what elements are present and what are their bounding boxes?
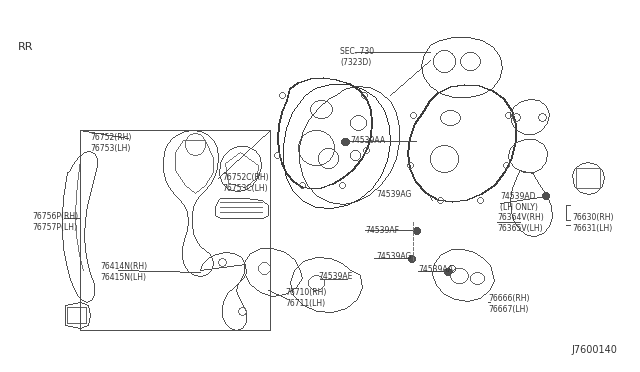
- Text: 74539AA: 74539AA: [350, 136, 385, 145]
- Text: 76414N(RH)
76415N(LH): 76414N(RH) 76415N(LH): [100, 262, 147, 282]
- Text: 74539AA: 74539AA: [418, 265, 453, 274]
- Text: RR: RR: [18, 42, 33, 52]
- Text: 76630(RH)
76631(LH): 76630(RH) 76631(LH): [572, 213, 614, 233]
- Text: J7600140: J7600140: [571, 345, 617, 355]
- Text: 76710(RH)
76711(LH): 76710(RH) 76711(LH): [285, 288, 326, 308]
- Text: 74539AD
(LH ONLY): 74539AD (LH ONLY): [500, 192, 538, 212]
- Text: 74539AE: 74539AE: [318, 272, 353, 281]
- Text: 76364V(RH)
76365V(LH): 76364V(RH) 76365V(LH): [497, 213, 544, 233]
- Text: 74539AF: 74539AF: [365, 226, 399, 235]
- Text: 74539AG: 74539AG: [376, 190, 412, 199]
- Text: 76752C(RH)
76753C(LH): 76752C(RH) 76753C(LH): [222, 173, 269, 193]
- Text: SEC. 730
(7323D): SEC. 730 (7323D): [340, 47, 374, 67]
- Text: 74539AG: 74539AG: [376, 252, 412, 261]
- Text: 76666(RH)
76667(LH): 76666(RH) 76667(LH): [488, 294, 529, 314]
- Text: 76752(RH)
76753(LH): 76752(RH) 76753(LH): [90, 133, 131, 153]
- Text: 76756P(RH)
76757P(LH): 76756P(RH) 76757P(LH): [32, 212, 78, 232]
